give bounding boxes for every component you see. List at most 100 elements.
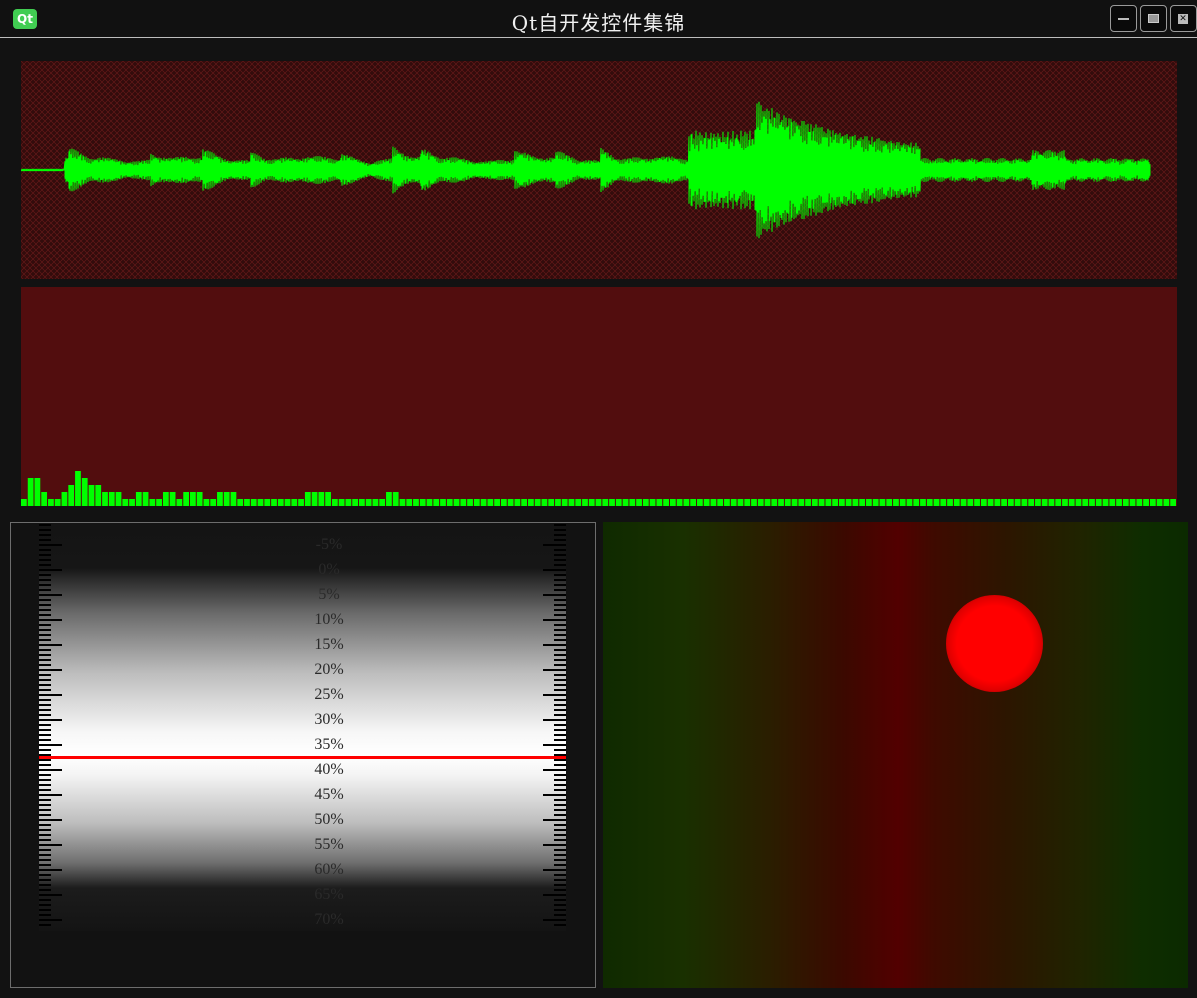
- spectrum-bar: [609, 499, 615, 506]
- spectrum-bar: [663, 499, 669, 506]
- ruler-label: 20%: [314, 661, 344, 678]
- ruler-label: 55%: [314, 836, 344, 853]
- maximize-button[interactable]: [1140, 5, 1167, 32]
- spectrum-bar: [352, 499, 359, 506]
- spectrum-bar: [805, 499, 811, 506]
- spectrum-bar: [845, 499, 852, 506]
- spectrum-bar: [108, 492, 115, 506]
- spectrum-bar: [1095, 499, 1102, 506]
- ruler-scale: -5% 0% 5% 10% 15% 20% 25% 30% 35% 40% 45% 50% 55% 60%…: [39, 523, 566, 931]
- spectrum-bar: [1014, 499, 1021, 506]
- spectrum-bar: [379, 499, 386, 506]
- title-bar: Qt Qt自开发控件集锦 ✕: [0, 0, 1197, 38]
- spectrum-bar: [703, 499, 710, 506]
- spectrum-bar: [1075, 499, 1082, 506]
- red-led-indicator: [946, 595, 1043, 692]
- spectrum-bar: [480, 499, 487, 506]
- spectrum-bar: [210, 499, 217, 506]
- ruler-label: 40%: [314, 761, 344, 778]
- spectrum-bar: [528, 499, 534, 506]
- minimize-button[interactable]: [1110, 5, 1137, 32]
- spectrum-bar: [359, 499, 365, 506]
- spectrum-bar: [399, 499, 406, 506]
- spectrum-bar: [852, 499, 859, 506]
- spectrum-bar: [257, 499, 264, 506]
- spectrum-bar: [318, 492, 325, 506]
- spectrum-bar: [1170, 499, 1176, 506]
- ruler-label: 15%: [314, 636, 344, 653]
- spectrum-bar: [521, 499, 528, 506]
- spectrum-bar: [534, 499, 541, 506]
- spectrum-bar: [737, 499, 744, 506]
- spectrum-bar: [122, 499, 129, 506]
- spectrum-bar: [88, 485, 95, 506]
- spectrum-bar: [1156, 499, 1163, 506]
- spectrum-bar: [419, 499, 426, 506]
- spectrum-bar: [446, 499, 453, 506]
- spectrum-bar: [541, 499, 548, 506]
- spectrum-bar: [548, 499, 555, 506]
- spectrum-bar: [751, 499, 757, 506]
- spectrum-bar: [244, 499, 250, 506]
- ruler-label: 70%: [314, 911, 344, 928]
- ruler-label: 50%: [314, 811, 344, 828]
- spectrum-bar: [784, 499, 791, 506]
- spectrum-bar: [866, 499, 872, 506]
- spectrum-bar: [555, 499, 561, 506]
- spectrum-bar: [1136, 499, 1143, 506]
- spectrum-bar: [81, 478, 88, 506]
- close-icon: ✕: [1178, 14, 1188, 24]
- spectrum-bar: [724, 499, 730, 506]
- spectrum-bar: [764, 499, 771, 506]
- spectrum-bar: [34, 478, 41, 506]
- ruler-label: 45%: [314, 786, 344, 803]
- spectrum-bar: [156, 499, 162, 506]
- spectrum-bar: [886, 499, 893, 506]
- spectrum-bar: [960, 499, 967, 506]
- spectrum-bar: [271, 499, 277, 506]
- ruler-label: -5%: [315, 536, 343, 553]
- qt-logo-icon: Qt: [13, 9, 37, 29]
- spectrum-bar: [744, 499, 751, 506]
- spectrum-bar: [196, 492, 203, 506]
- ruler-gauge-panel[interactable]: -5% 0% 5% 10% 15% 20% 25% 30% 35% 40% 45% 50% 55% 60%…: [10, 522, 596, 988]
- spectrum-bar: [1082, 499, 1089, 506]
- spectrum-bar: [649, 499, 656, 506]
- waveform-trace: [21, 101, 1151, 239]
- spectrum-bar: [967, 499, 974, 506]
- spectrum-bar: [838, 499, 845, 506]
- spectrum-bar: [1163, 499, 1170, 506]
- spectrum-bar: [859, 499, 866, 506]
- spectrum-bar: [676, 499, 683, 506]
- spectrum-bar: [365, 499, 372, 506]
- waveform-chart: [21, 61, 1177, 279]
- spectrum-bar: [68, 485, 75, 506]
- spectrum-bar: [1068, 499, 1075, 506]
- spectrum-bar: [710, 499, 717, 506]
- spectrum-bar: [791, 499, 798, 506]
- spectrum-bar: [494, 499, 500, 506]
- ruler-label: 35%: [314, 736, 344, 753]
- spectrum-bar: [1143, 499, 1149, 506]
- spectrum-bar: [568, 499, 575, 506]
- close-button[interactable]: ✕: [1170, 5, 1197, 32]
- spectrum-bar: [129, 499, 135, 506]
- spectrum-bar: [514, 499, 521, 506]
- spectrum-bar: [304, 492, 311, 506]
- spectrum-bar: [507, 499, 514, 506]
- spectrum-bar: [426, 499, 433, 506]
- spectrum-bar: [102, 492, 108, 506]
- spectrum-bar: [1021, 499, 1028, 506]
- spectrum-bar: [1122, 499, 1129, 506]
- spectrum-bar: [203, 499, 210, 506]
- spectrum-bar: [433, 499, 440, 506]
- spectrum-bar: [940, 499, 947, 506]
- spectrum-bar: [487, 499, 494, 506]
- spectrum-bar: [460, 499, 467, 506]
- spectrum-bar: [818, 499, 825, 506]
- spectrum-bar: [778, 499, 784, 506]
- spectrum-bar: [1048, 499, 1055, 506]
- spectrum-panel: [21, 287, 1177, 506]
- spectrum-bar: [825, 499, 832, 506]
- spectrum-bar: [947, 499, 953, 506]
